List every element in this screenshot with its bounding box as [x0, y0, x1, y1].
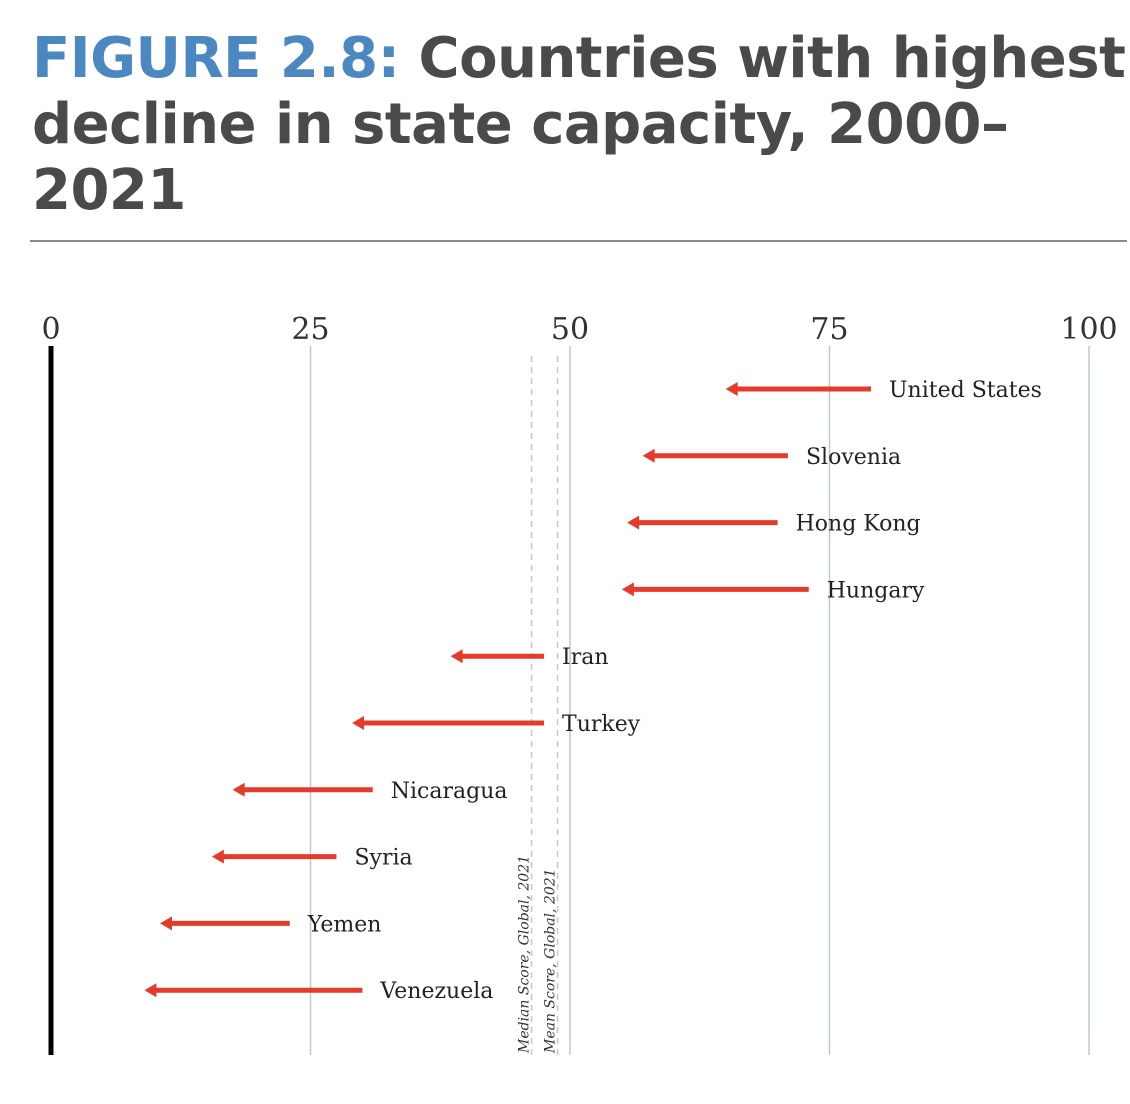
arrowhead-hong-kong	[627, 515, 640, 530]
country-label-iran: Iran	[562, 645, 609, 670]
arrowhead-venezuela	[144, 983, 157, 998]
gridlines	[48, 346, 1090, 1055]
x-tick-label-25: 25	[291, 312, 329, 347]
arrow-turkey	[352, 716, 545, 730]
arrowhead-slovenia	[642, 448, 655, 463]
figure-label: FIGURE 2.8:	[32, 26, 400, 91]
reference-lines: Median Score, Global, 2021 Mean Score, Gl…	[517, 356, 559, 1055]
x-tick-label-75: 75	[810, 312, 848, 347]
arrowhead-iran	[450, 649, 463, 664]
country-label-venezuela: Venezuela	[379, 979, 493, 1004]
arrow-slovenia	[642, 448, 788, 463]
x-axis-ticks: 0 25 50 75 100	[41, 312, 1117, 347]
figure-title: Countries with highest decline in state …	[32, 26, 1126, 223]
arrowhead-united-states	[725, 382, 738, 396]
country-label-hong-kong: Hong Kong	[796, 512, 921, 537]
arrow-hong-kong	[627, 515, 778, 530]
country-label-turkey: Turkey	[562, 712, 641, 737]
country-labels: United States Slovenia Hong Kong Hungary Ira…	[307, 378, 1042, 1004]
arrow-nicaragua	[232, 782, 373, 797]
country-label-united-states: United States	[889, 378, 1042, 403]
arrow-hungary	[621, 582, 809, 597]
arrowhead-hungary	[621, 582, 634, 597]
country-label-yemen: Yemen	[307, 912, 382, 937]
reference-label-median: Median Score, Global, 2021	[517, 855, 533, 1054]
country-label-syria: Syria	[354, 846, 412, 871]
arrow-united-states	[725, 382, 872, 396]
country-label-hungary: Hungary	[827, 578, 925, 603]
arrow-iran	[450, 649, 545, 664]
x-tick-label-50: 50	[551, 312, 589, 347]
country-label-nicaragua: Nicaragua	[391, 779, 508, 804]
arrow-yemen	[159, 916, 290, 931]
country-arrows	[144, 382, 872, 998]
reference-label-mean: Mean Score, Global, 2021	[543, 868, 559, 1054]
heading-divider	[30, 240, 1127, 242]
arrowhead-syria	[211, 849, 224, 864]
x-tick-label-0: 0	[41, 312, 60, 347]
arrow-venezuela	[144, 983, 363, 998]
country-label-slovenia: Slovenia	[806, 445, 901, 470]
x-tick-label-100: 100	[1060, 312, 1117, 347]
arrowhead-nicaragua	[232, 782, 245, 797]
arrow-syria	[211, 849, 337, 864]
arrowhead-yemen	[159, 916, 172, 931]
arrowhead-turkey	[352, 716, 365, 730]
figure-heading: FIGURE 2.8: Countries with highest decli…	[32, 26, 1130, 224]
